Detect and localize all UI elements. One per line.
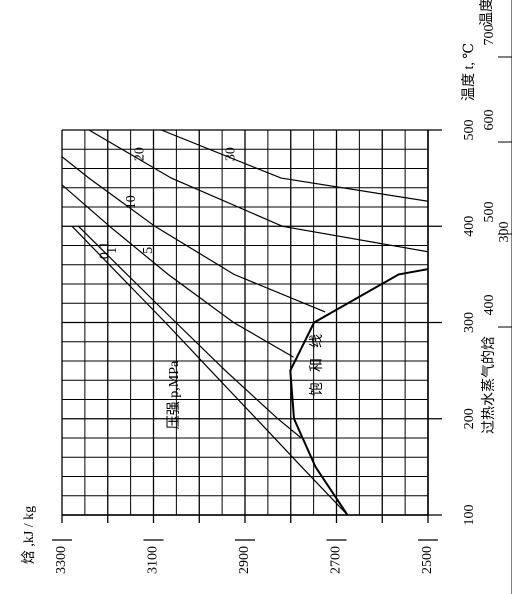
adjacent-tick-label: 400 [482,295,497,316]
plot-lines [62,130,428,515]
adjacent-tick-label: 500 [482,202,497,223]
y-tick-label: 2900 [237,546,252,574]
line [88,130,428,253]
line [78,225,302,439]
chart-title: 过热水蒸气的焓 [481,336,497,434]
y-axis-label: 焓 ,kJ / kg [21,506,37,564]
y-tick-label: 2700 [329,546,344,574]
x-tick-label: 100 [462,505,477,526]
adjacent-tick-label: 700 [482,25,497,46]
x-tick-label: 300 [462,312,477,333]
x-tick-label: 200 [462,408,477,429]
y-tick-label: 3300 [54,546,69,574]
x-tick-label: 500 [462,120,477,141]
y-tick-label: 2500 [420,546,435,574]
line [71,225,348,515]
series-label: 20 [132,147,147,161]
line [62,184,294,358]
line [62,156,326,313]
series-label: 1 [105,247,120,254]
line [161,130,428,202]
adjacent-axis-label: 温度 [479,0,495,26]
series-label: 30 [223,147,238,161]
adjacent-tick-label: 600 [482,110,497,131]
series-label: 0.1 [98,242,113,260]
y-tick-label: 3100 [146,546,161,574]
series-label: 5 [141,247,156,254]
x-tick-label: 400 [462,216,477,237]
adjacent-extra: 300 [497,222,512,243]
series-label: 10 [124,195,139,209]
x-axis-label: 温度 t, ℃ [461,43,477,101]
saturation-label: 饱和线 [309,324,325,396]
line [289,268,428,515]
legend-title: 压强 p,MPa [167,360,182,429]
